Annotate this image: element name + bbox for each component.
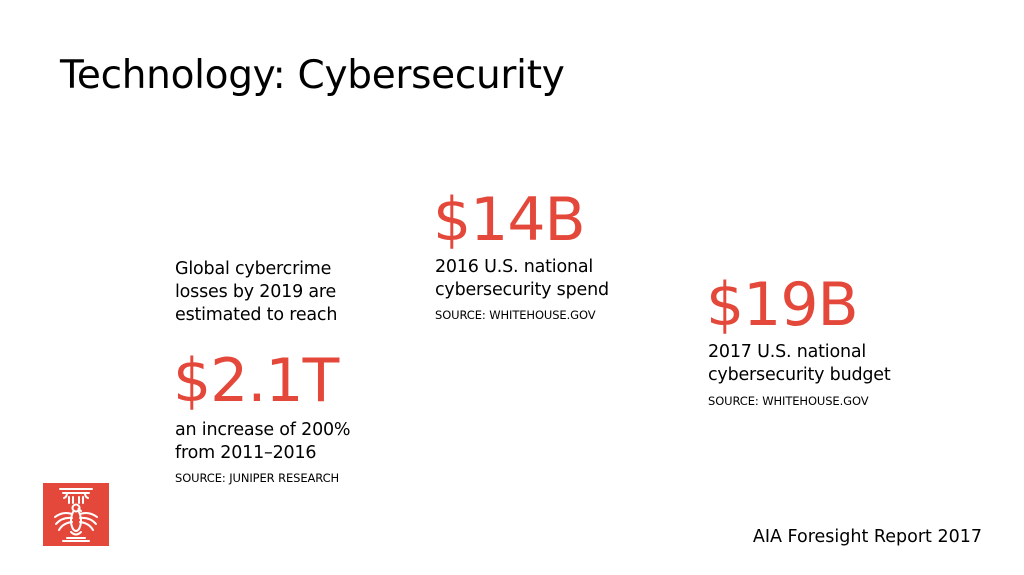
cybercrime-intro-line: estimated to reach xyxy=(175,305,338,325)
cybercrime-intro-line: losses by 2019 are xyxy=(175,282,337,302)
spend-2016-description-line: 2016 U.S. national xyxy=(435,257,594,277)
cybercrime-description: an increase of 200% from 2011–2016 xyxy=(175,419,351,465)
report-footer: AIA Foresight Report 2017 xyxy=(752,527,982,547)
spend-2016-value: $14B xyxy=(433,185,586,255)
budget-2017-description: 2017 U.S. national cybersecurity budget xyxy=(708,341,891,387)
spend-2016-description-line: cybersecurity spend xyxy=(435,280,609,300)
cybercrime-description-line: from 2011–2016 xyxy=(175,443,317,463)
budget-2017-description-line: cybersecurity budget xyxy=(708,365,891,385)
cybercrime-intro-line: Global cybercrime xyxy=(175,259,332,279)
cybercrime-intro: Global cybercrime losses by 2019 are est… xyxy=(175,258,337,327)
spend-2016-description: 2016 U.S. national cybersecurity spend xyxy=(435,256,609,302)
cybercrime-description-line: an increase of 200% xyxy=(175,420,351,440)
cybercrime-source: SOURCE: JUNIPER RESEARCH xyxy=(175,471,340,485)
budget-2017-value: $19B xyxy=(706,270,859,340)
aia-eagle-column-icon xyxy=(54,488,98,542)
aia-logo-icon xyxy=(43,483,109,546)
budget-2017-source: SOURCE: WHITEHOUSE.GOV xyxy=(708,394,869,408)
spend-2016-source: SOURCE: WHITEHOUSE.GOV xyxy=(435,308,596,322)
slide-title: Technology: Cybersecurity xyxy=(60,53,565,98)
budget-2017-description-line: 2017 U.S. national xyxy=(708,342,867,362)
cybercrime-value: $2.1T xyxy=(173,346,339,416)
